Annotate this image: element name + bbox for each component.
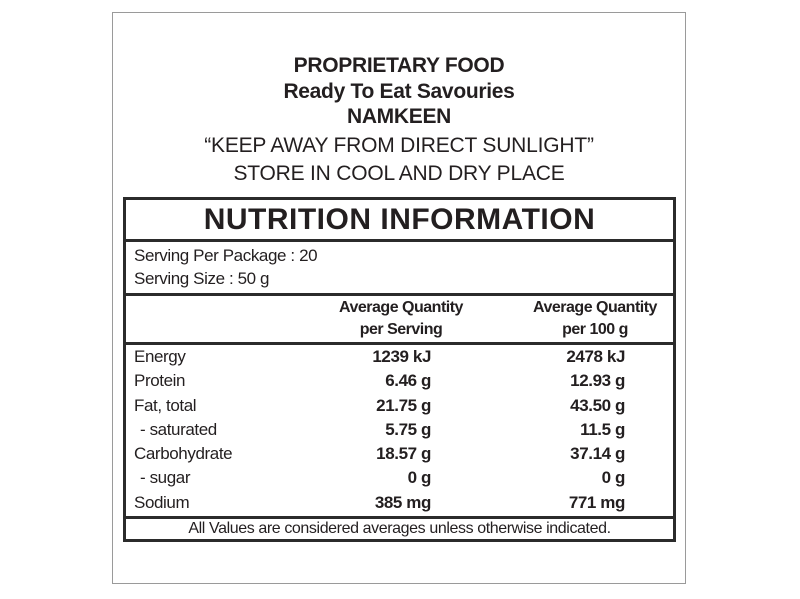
nutrient-label: Fat, total <box>134 395 197 415</box>
nutrition-title: NUTRITION INFORMATION <box>126 200 673 242</box>
nutrient-rows: Energy 1239 kJ 2478 kJ Protein 6.46 g 12.93 g… <box>126 345 673 515</box>
label-frame <box>112 12 686 584</box>
serving-info: Serving Per Package : 20 Serving Size : … <box>134 244 318 290</box>
per-100g-value: 12.93 g <box>570 371 625 391</box>
divider <box>126 342 673 345</box>
table-row: Carbohydrate 18.57 g 37.14 g <box>126 442 673 466</box>
table-row: - saturated 5.75 g 11.5 g <box>126 418 673 442</box>
per-100g-value: 2478 kJ <box>566 347 625 366</box>
per-serving-value: 385 mg <box>374 492 432 512</box>
storage-instruction: STORE IN COOL AND DRY PLACE <box>233 162 565 185</box>
nutrient-label: - saturated <box>140 419 217 439</box>
per-100g-value: 11.5 g <box>580 419 625 439</box>
per-100g-value: 771 mg <box>568 492 626 512</box>
product-category: PROPRIETARY FOOD <box>293 54 505 77</box>
per-100g-value: 43.50 g <box>570 395 625 415</box>
table-row: Sodium 385 mg 771 mg <box>126 491 673 515</box>
storage-warning: “KEEP AWAY FROM DIRECT SUNLIGHT” <box>204 134 594 157</box>
table-row: Fat, total 21.75 g 43.50 g <box>126 394 673 418</box>
per-serving-value: 0 g <box>407 468 432 488</box>
table-row: Protein 6.46 g 12.93 g <box>126 369 673 393</box>
product-name: NAMKEEN <box>346 105 452 128</box>
per-serving-value: 21.75 g <box>376 395 431 415</box>
nutrient-label: Energy <box>134 347 186 366</box>
column-header-line: Average Quantity <box>533 299 657 316</box>
footnote: All Values are considered averages unles… <box>188 520 611 537</box>
serving-size: Serving Size : 50 g <box>134 269 270 288</box>
column-header-per-100g: Average Quantity per 100 g <box>520 297 670 341</box>
column-header-line: per 100 g <box>562 321 628 338</box>
nutrient-label: Protein <box>134 371 186 391</box>
per-100g-value: 0 g <box>601 468 626 488</box>
divider <box>126 293 673 296</box>
product-type: Ready To Eat Savouries <box>283 80 515 103</box>
per-serving-value: 5.75 g <box>385 419 431 439</box>
serving-per-package: Serving Per Package : 20 <box>134 246 318 265</box>
per-serving-value: 18.57 g <box>376 444 431 464</box>
divider <box>126 516 673 519</box>
per-serving-value: 1239 kJ <box>372 347 431 366</box>
column-header-line: Average Quantity <box>339 299 463 316</box>
nutrient-label: - sugar <box>140 468 191 488</box>
nutrient-label: Carbohydrate <box>134 444 233 464</box>
column-header-line: per Serving <box>359 321 443 338</box>
table-row: Energy 1239 kJ 2478 kJ <box>126 345 673 369</box>
nutrition-table: NUTRITION INFORMATION Serving Per Packag… <box>123 197 676 542</box>
per-serving-value: 6.46 g <box>385 371 431 391</box>
per-100g-value: 37.14 g <box>570 444 625 464</box>
nutrient-label: Sodium <box>134 492 190 512</box>
column-header-per-serving: Average Quantity per Serving <box>326 297 476 341</box>
table-row: - sugar 0 g 0 g <box>126 466 673 490</box>
